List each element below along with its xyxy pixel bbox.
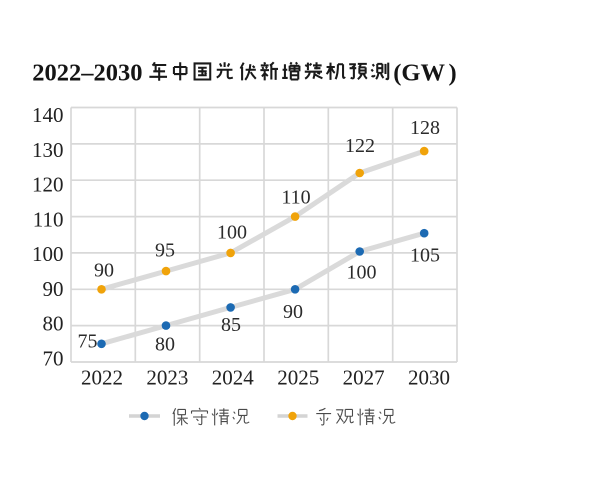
svg-text:80: 80 — [155, 334, 175, 356]
svg-text:(: ( — [393, 60, 401, 87]
svg-text:GW: GW — [401, 60, 445, 87]
svg-text:100: 100 — [32, 242, 64, 266]
svg-text:2024: 2024 — [212, 366, 255, 390]
svg-text:90: 90 — [43, 277, 64, 301]
svg-text:122: 122 — [345, 135, 375, 157]
svg-text:2030: 2030 — [408, 366, 450, 390]
svg-text:120: 120 — [32, 173, 64, 197]
svg-text:80: 80 — [43, 312, 64, 336]
svg-text:95: 95 — [155, 240, 175, 262]
svg-text:85: 85 — [221, 314, 241, 336]
svg-text:110: 110 — [281, 187, 310, 209]
svg-text:2022–2030: 2022–2030 — [32, 60, 142, 87]
svg-text:100: 100 — [347, 262, 377, 284]
svg-text:100: 100 — [217, 222, 247, 244]
svg-text:128: 128 — [410, 117, 440, 139]
svg-text:): ) — [449, 60, 457, 87]
svg-text:75: 75 — [78, 331, 98, 353]
svg-text:90: 90 — [283, 301, 303, 323]
svg-text:140: 140 — [32, 103, 64, 127]
svg-text:2027: 2027 — [343, 366, 385, 390]
svg-text:2022: 2022 — [81, 366, 123, 390]
svg-text:2023: 2023 — [146, 366, 188, 390]
svg-text:110: 110 — [33, 207, 64, 231]
svg-text:105: 105 — [410, 245, 440, 267]
svg-text:130: 130 — [32, 138, 64, 162]
svg-text:70: 70 — [43, 347, 64, 371]
svg-text:2025: 2025 — [277, 366, 319, 390]
svg-text:90: 90 — [94, 260, 114, 282]
